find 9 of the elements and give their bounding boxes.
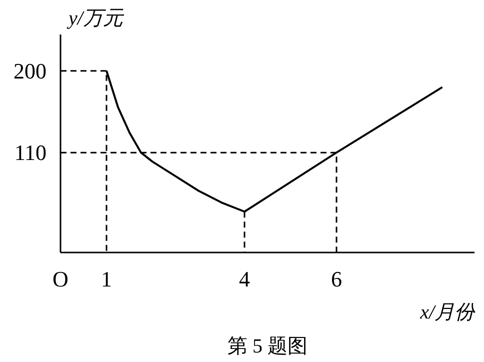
x-tick-label: O [52, 266, 68, 292]
x-tick-label: 4 [239, 266, 250, 292]
x-axis-title: x/月份 [419, 302, 476, 324]
text: 第 5 题图 [228, 336, 308, 358]
x-tick-label: 6 [331, 266, 342, 292]
x-tick-label: 1 [101, 266, 112, 292]
y-tick-label: 200 [14, 58, 46, 84]
y-tick-label: 110 [14, 140, 47, 166]
y-axis-title: y/万元 [66, 8, 125, 30]
